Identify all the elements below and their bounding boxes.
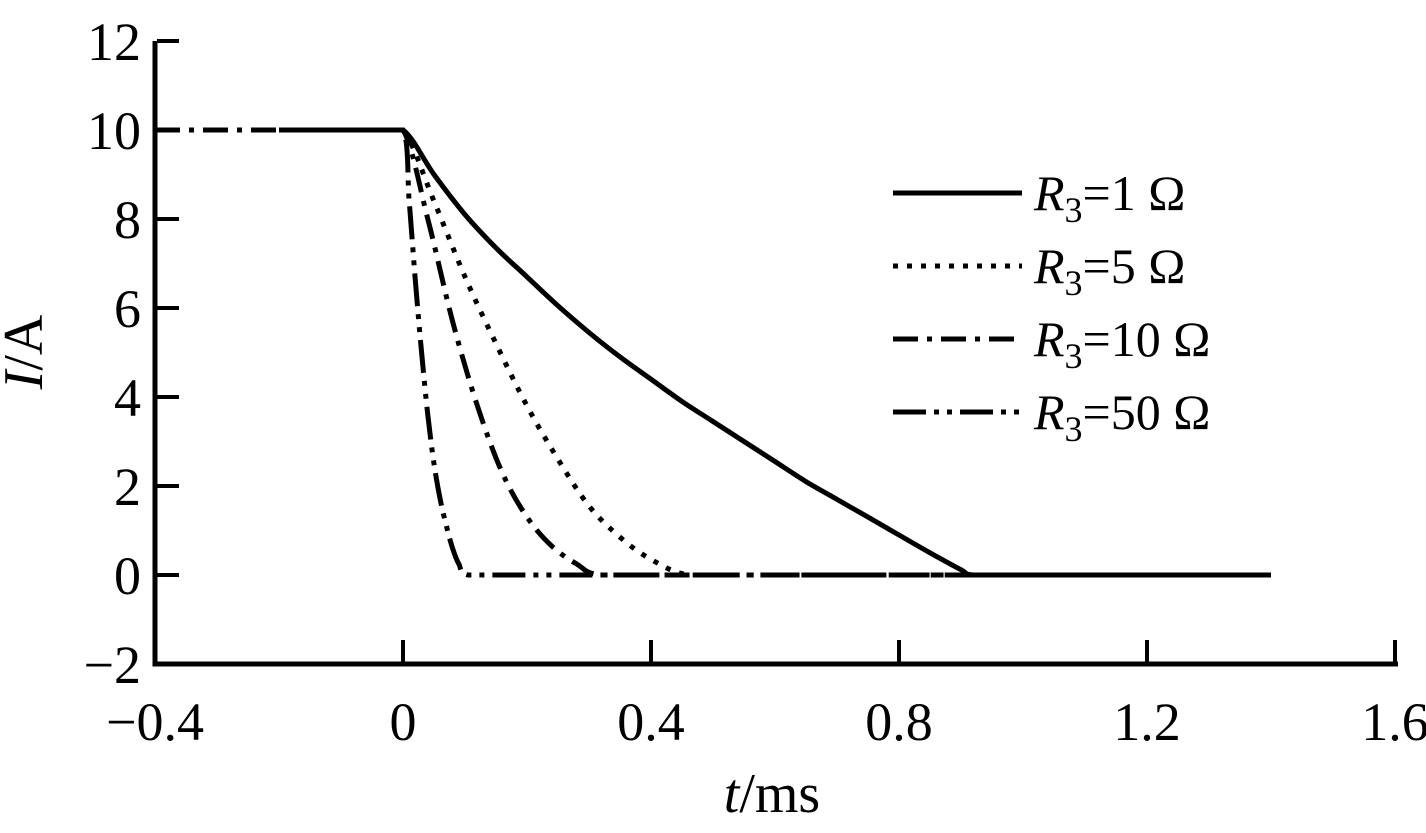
y-tick-label: 10 xyxy=(87,101,141,161)
legend-item: R3=5 Ω xyxy=(893,238,1185,303)
y-axis-ticks: 12 10 8 6 4 2 0 −2 xyxy=(84,12,179,695)
legend-label: R3=50 Ω xyxy=(1033,384,1210,449)
y-axis-label-unit: /A xyxy=(0,314,55,371)
legend-label: R3=1 Ω xyxy=(1033,165,1185,230)
curve-dashdotdot xyxy=(279,127,1271,578)
legend-label: R3=10 Ω xyxy=(1033,311,1210,376)
x-axis-label: t/ms xyxy=(724,763,820,825)
y-tick-label: 12 xyxy=(87,12,141,72)
legend-item: R3=1 Ω xyxy=(893,165,1185,230)
curves xyxy=(155,127,1271,578)
y-axis-label: I/A xyxy=(0,314,55,390)
x-tick-label: 0.8 xyxy=(865,692,933,752)
curve-dashdot xyxy=(155,127,1271,578)
y-tick-label: 4 xyxy=(114,368,141,428)
x-tick-label: 1.6 xyxy=(1361,692,1426,752)
curve-dotted xyxy=(279,127,1271,578)
x-axis-label-unit: /ms xyxy=(739,763,820,825)
legend-item: R3=50 Ω xyxy=(893,384,1210,449)
x-tick-label: 1.2 xyxy=(1113,692,1181,752)
x-axis-ticks: −0.4 0 0.4 0.8 1.2 1.6 xyxy=(106,640,1426,752)
y-tick-label: 2 xyxy=(114,457,141,517)
curve-solid xyxy=(279,127,1271,578)
legend-item: R3=10 Ω xyxy=(893,311,1210,376)
axes xyxy=(152,41,1398,667)
x-tick-label: 0.4 xyxy=(617,692,685,752)
y-axis-label-symbol: I xyxy=(0,368,55,390)
y-tick-label: −2 xyxy=(84,635,141,695)
y-tick-label: 8 xyxy=(114,190,141,250)
x-axis-label-symbol: t xyxy=(724,763,741,825)
x-tick-label: −0.4 xyxy=(106,692,204,752)
legend: R3=1 Ω R3=5 Ω R3=10 Ω R3=50 Ω xyxy=(893,165,1210,449)
legend-label: R3=5 Ω xyxy=(1033,238,1185,303)
x-tick-label: 0 xyxy=(390,692,417,752)
axis-frame xyxy=(152,41,1398,667)
y-tick-label: 0 xyxy=(114,546,141,606)
y-tick-label: 6 xyxy=(114,279,141,339)
